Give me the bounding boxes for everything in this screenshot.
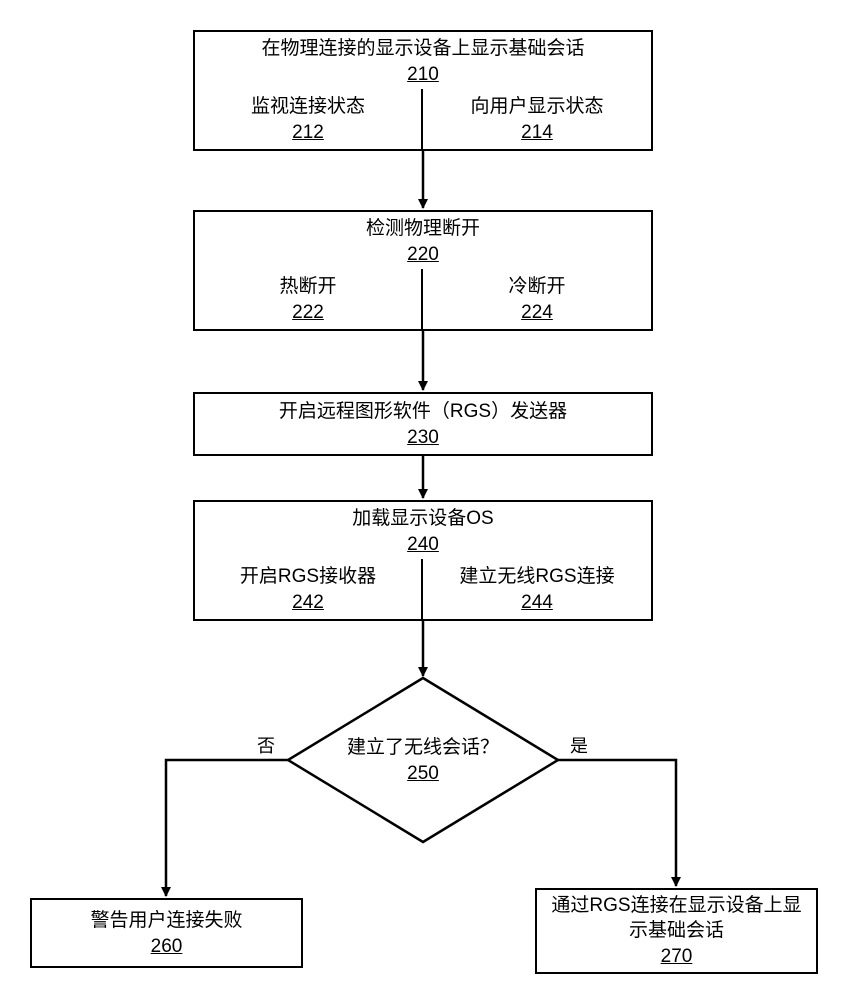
node-210: 在物理连接的显示设备上显示基础会话 210 (193, 30, 653, 92)
node-212: 监视连接状态 212 (193, 89, 423, 151)
node-244-num: 244 (521, 592, 553, 614)
diamond-250-num: 250 (407, 763, 439, 785)
flowchart-container: 在物理连接的显示设备上显示基础会话 210 监视连接状态 212 向用户显示状态… (0, 0, 843, 1000)
node-260-num: 260 (151, 936, 183, 958)
node-270-num: 270 (661, 946, 693, 968)
node-222: 热断开 222 (193, 269, 423, 331)
node-240: 加载显示设备OS 240 (193, 500, 653, 562)
node-242-num: 242 (292, 592, 324, 614)
node-220-num: 220 (407, 244, 439, 266)
node-230-label: 开启远程图形软件（RGS）发送器 (279, 399, 567, 426)
node-260-label: 警告用户连接失败 (90, 908, 242, 935)
diamond-250: 建立了无线会话？ 250 (323, 720, 523, 800)
node-224: 冷断开 224 (423, 269, 653, 331)
node-260: 警告用户连接失败 260 (30, 898, 303, 968)
node-212-num: 212 (292, 122, 324, 144)
diamond-250-label: 建立了无线会话？ (347, 735, 499, 762)
node-214-label: 向用户显示状态 (470, 94, 603, 121)
node-270: 通过RGS连接在显示设备上显示基础会话 270 (535, 888, 818, 974)
node-230: 开启远程图形软件（RGS）发送器 230 (193, 392, 653, 456)
node-240-num: 240 (407, 534, 439, 556)
node-240-label: 加载显示设备OS (352, 506, 493, 533)
node-242-label: 开启RGS接收器 (240, 564, 376, 591)
node-224-num: 224 (521, 302, 553, 324)
edge-no-label: 否 (257, 732, 275, 758)
node-240-subrow: 开启RGS接收器 242 建立无线RGS连接 244 (193, 559, 653, 621)
node-210-label: 在物理连接的显示设备上显示基础会话 (261, 36, 584, 63)
node-222-num: 222 (292, 302, 324, 324)
node-214: 向用户显示状态 214 (423, 89, 653, 151)
node-270-label: 通过RGS连接在显示设备上显示基础会话 (545, 894, 808, 943)
node-210-subrow: 监视连接状态 212 向用户显示状态 214 (193, 89, 653, 151)
node-242: 开启RGS接收器 242 (193, 559, 423, 621)
node-212-label: 监视连接状态 (251, 94, 365, 121)
node-230-num: 230 (407, 427, 439, 449)
node-220: 检测物理断开 220 (193, 210, 653, 272)
node-244: 建立无线RGS连接 244 (423, 559, 653, 621)
node-220-label: 检测物理断开 (366, 216, 480, 243)
edge-yes-label: 是 (570, 732, 588, 758)
node-210-num: 210 (407, 64, 439, 86)
node-224-label: 冷断开 (508, 274, 565, 301)
node-214-num: 214 (521, 122, 553, 144)
node-220-subrow: 热断开 222 冷断开 224 (193, 269, 653, 331)
node-222-label: 热断开 (279, 274, 336, 301)
node-244-label: 建立无线RGS连接 (459, 564, 614, 591)
